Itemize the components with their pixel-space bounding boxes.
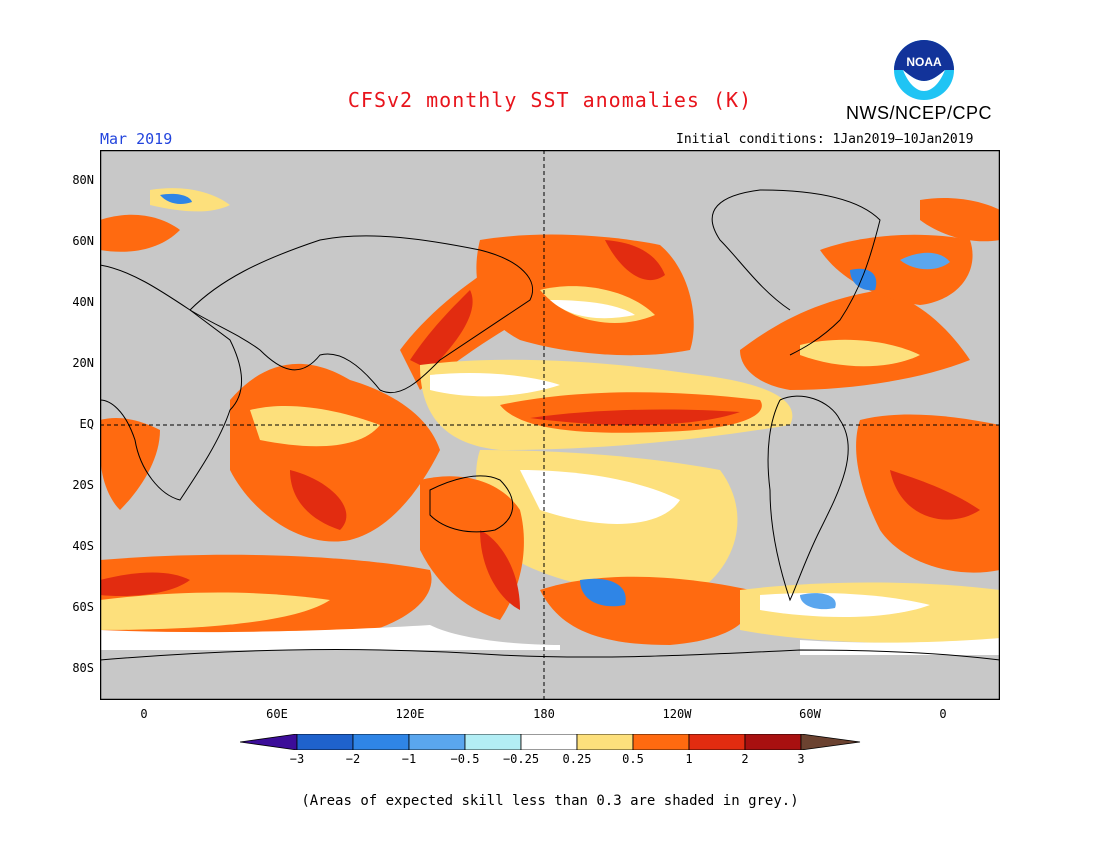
agency-label: NWS/NCEP/CPC [846,103,993,123]
colorbar-label: −1 [401,752,417,766]
colorbar-label: −0.5 [450,752,480,766]
colorbar-bin [744,733,802,751]
noaa-logo-text: NOAA [906,55,942,69]
coastlines [100,189,1000,661]
colorbar-bin [464,733,522,751]
colorbar-label: −2 [345,752,361,766]
lat-label-40s: 40S [72,539,94,553]
colorbar-bin [688,733,746,751]
lat-label-80s: 80S [72,661,94,675]
colorbar-label: 0.5 [622,752,644,766]
lat-label-60s: 60S [72,600,94,614]
lat-label-60n: 60N [72,234,94,248]
lon-label-0-east: 0 [939,707,947,721]
anomaly-fields [100,188,1000,655]
colorbar-max-arrow [800,733,861,751]
colorbar-label: 1 [685,752,693,766]
colorbar-label: 0.25 [562,752,592,766]
colorbar-bin [296,733,354,751]
initial-conditions: Initial conditions: 1Jan2019–10Jan2019 [676,132,974,147]
lat-label-40n: 40N [72,295,94,309]
map-frame [100,150,1000,700]
lon-label-180: 180 [533,707,555,721]
lat-label-eq: EQ [79,417,94,431]
colorbar-bin [632,733,690,751]
colorbar-bin [408,733,466,751]
chart-title: CFSv2 monthly SST anomalies (K) [347,88,753,112]
lon-label-120e: 120E [395,707,425,721]
lon-label-60e: 60E [266,707,288,721]
lon-label-120w: 120W [662,707,692,721]
lon-label-0: 0 [140,707,148,721]
lat-label-20s: 20S [72,478,94,492]
colorbar-label: −0.25 [502,752,540,766]
colorbar-label: 3 [797,752,805,766]
colorbar-bin [352,733,410,751]
noaa-logo: NOAA [893,39,955,101]
valid-month: Mar 2019 [100,130,173,148]
lat-label-80n: 80N [72,173,94,187]
sst-anomaly-map [100,150,1000,700]
lon-label-60w: 60W [799,707,821,721]
colorbar-min-arrow [239,733,298,751]
colorbar-bin [520,733,578,751]
colorbar [239,733,862,751]
colorbar-bin [576,733,634,751]
colorbar-label: −3 [289,752,305,766]
skill-note: (Areas of expected skill less than 0.3 a… [301,793,799,809]
lat-label-20n: 20N [72,356,94,370]
colorbar-label: 2 [741,752,749,766]
